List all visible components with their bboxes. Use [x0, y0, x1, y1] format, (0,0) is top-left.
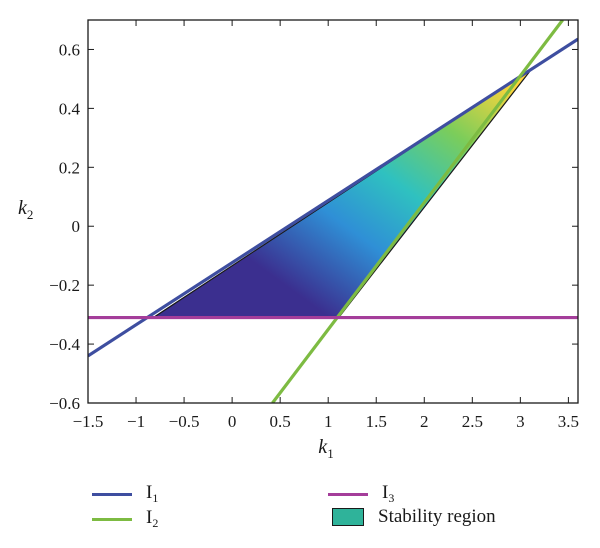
y-tick-label: −0.2 — [49, 276, 80, 295]
x-tick-label: 0 — [228, 412, 237, 431]
y-tick-label: −0.4 — [49, 335, 80, 354]
series-line-i2 — [271, 20, 564, 403]
x-axis-ticks: −1.5 −1 −0.5 0 0.5 1 1.5 2 2.5 3 3.5 — [73, 20, 579, 431]
y-tick-label: 0.6 — [59, 40, 80, 59]
x-tick-label: 2.5 — [462, 412, 483, 431]
y-tick-label: 0 — [72, 217, 81, 236]
legend-item-i1: I1 — [92, 482, 159, 505]
x-tick-label: 1.5 — [366, 412, 387, 431]
x-tick-label: −1 — [127, 412, 145, 431]
legend-label-i1: I1 — [146, 482, 159, 505]
y-axis-ticks: −0.6 −0.4 −0.2 0 0.2 0.4 0.6 — [49, 40, 578, 413]
legend-item-stability-region: Stability region — [332, 506, 496, 528]
legend-swatch-i2 — [92, 517, 132, 521]
legend-label-i3: I3 — [382, 482, 395, 505]
legend-swatch-stability-region — [332, 508, 364, 526]
x-tick-label: 2 — [420, 412, 429, 431]
chart-canvas: −1.5 −1 −0.5 0 0.5 1 1.5 2 2.5 3 3.5 −0.6 −0.4 −0.2 0… — [18, 19, 579, 461]
x-tick-label: 0.5 — [270, 412, 291, 431]
x-axis-label: k1 — [318, 436, 333, 461]
legend-label-i2: I2 — [146, 507, 159, 530]
x-tick-label: 3.5 — [558, 412, 579, 431]
x-tick-label: 1 — [324, 412, 333, 431]
y-tick-label: −0.6 — [49, 394, 80, 413]
series-layer — [88, 20, 578, 403]
y-tick-label: 0.4 — [59, 99, 81, 118]
legend-swatch-i1 — [92, 492, 132, 496]
legend-label-stability-region: Stability region — [378, 506, 496, 527]
legend-item-i3: I3 — [328, 482, 395, 505]
x-tick-label: 3 — [516, 412, 525, 431]
y-axis-label: k2 — [18, 197, 33, 222]
legend-item-i2: I2 — [92, 507, 159, 530]
y-tick-label: 0.2 — [59, 158, 80, 177]
legend: I1 I2 I3 Stability region — [0, 470, 600, 540]
legend-swatch-i3 — [328, 492, 368, 496]
plot-frame — [87, 19, 579, 404]
x-tick-label: −1.5 — [73, 412, 104, 431]
x-tick-label: −0.5 — [169, 412, 200, 431]
series-line-i1 — [88, 37, 578, 358]
